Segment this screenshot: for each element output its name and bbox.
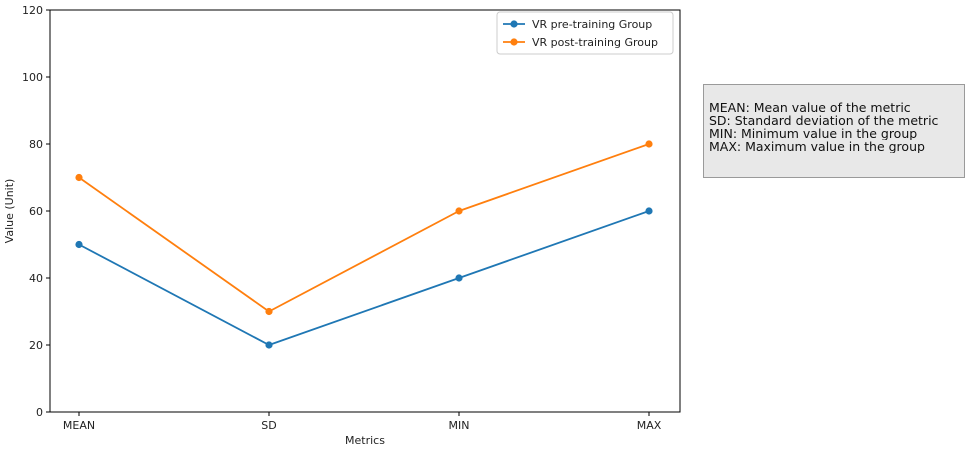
definition-sd: SD: Standard deviation of the metric <box>709 114 939 127</box>
data-point <box>75 173 83 182</box>
plot-frame <box>49 9 681 413</box>
data-point <box>265 341 273 349</box>
y-tick-label: 40 <box>29 272 43 285</box>
data-point <box>645 140 653 148</box>
data-point <box>455 207 463 215</box>
metric-definitions-box: MEAN: Mean value of the metric SD: Stand… <box>703 84 965 178</box>
legend: VR pre-training Group VR post-training Gr… <box>496 11 674 55</box>
series-1 <box>75 207 653 349</box>
y-tick-label: 100 <box>22 71 43 84</box>
y-axis: 0 20 40 60 80 100 120 <box>22 4 50 419</box>
legend-label: VR post-training Group <box>532 36 658 49</box>
legend-label: VR pre-training Group <box>532 18 652 31</box>
y-tick-label: 0 <box>36 406 43 419</box>
legend-box <box>496 11 674 55</box>
series-2 <box>75 140 653 316</box>
legend-marker <box>510 38 518 46</box>
y-tick-label: 120 <box>22 4 43 17</box>
x-tick-label: SD <box>261 419 276 432</box>
data-point <box>265 307 273 316</box>
data-point <box>455 274 463 282</box>
definition-mean: MEAN: Mean value of the metric <box>709 101 911 114</box>
y-axis-title: Value (Unit) <box>3 179 16 244</box>
data-point <box>75 240 83 249</box>
definition-min: MIN: Minimum value in the group <box>709 127 918 140</box>
series-line <box>78 210 650 346</box>
x-axis: MEAN SD MIN MAX <box>63 412 662 432</box>
series-layer <box>75 140 653 349</box>
x-tick-label: MEAN <box>63 419 95 432</box>
definition-max: MAX: Maximum value in the group <box>709 140 925 153</box>
x-tick-label: MAX <box>637 419 662 432</box>
series-line <box>78 143 650 313</box>
y-tick-label: 80 <box>29 138 43 151</box>
x-axis-title: Metrics <box>345 434 385 447</box>
y-tick-label: 20 <box>29 339 43 352</box>
plot-area-border <box>49 9 681 413</box>
x-tick-label: MIN <box>449 419 470 432</box>
legend-marker <box>510 20 518 28</box>
data-point <box>645 207 653 215</box>
y-tick-label: 60 <box>29 205 43 218</box>
